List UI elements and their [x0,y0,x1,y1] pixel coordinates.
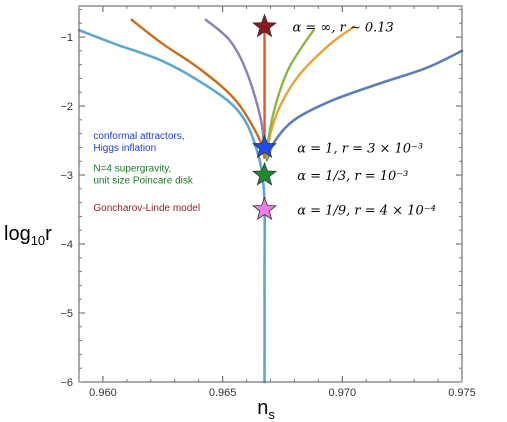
annotation-layer: α = ∞, r ∼ 0.13 α = 1, r = 3 × 10⁻³ α = 1/… [292,21,435,219]
alpha-annotation-4: α = 1/9, r = 4 × 10⁻⁴ [297,204,436,219]
x-tick-label: 0.965 [209,387,237,399]
model-label-2-line-1: N=4 supergravity, [93,164,171,175]
y-tick-label: −2 [60,101,73,113]
alpha-annotation-1: α = ∞, r ∼ 0.13 [292,21,393,36]
alpha-annotation-2: α = 1, r = 3 × 10⁻³ [297,141,423,156]
y-tick-label: −6 [60,377,73,389]
y-tick-label: −4 [60,239,73,251]
series-line-7 [77,28,267,384]
model-label-layer: conformal attractors,Higgs inflation N=4 … [93,131,200,214]
series-line-5 [204,18,266,159]
star-marker-4 [252,196,278,221]
model-label-1-line-2: Higgs inflation [93,143,156,154]
series-line-3 [265,28,315,159]
model-label-1-line-1: conformal attractors, [93,131,184,142]
star-marker-1 [252,13,278,38]
model-label-3-line-1: Goncharov-Linde model [93,203,200,214]
alpha-annotation-3: α = 1/3, r = 10⁻³ [297,169,408,184]
series-line-1 [265,49,464,162]
star-marker-2 [252,134,278,159]
x-axis-label: ns [257,397,275,422]
stars-layer [252,13,278,221]
series-layer [77,16,464,384]
plot-frame [78,5,463,383]
y-tick-label: −1 [60,32,73,44]
x-tick-label: 0.970 [329,387,357,399]
series-line-6 [130,18,266,159]
ticks-layer: 0.960 0.965 0.970 0.975 −6 −5 −4 −3 −2 −1 [60,6,476,399]
x-tick-label: 0.960 [89,387,117,399]
y-axis-label: log10r [4,223,52,248]
model-label-2-line-2: unit size Poincare disk [93,176,193,187]
y-tick-label: −3 [60,170,73,182]
star-marker-3 [252,161,278,186]
y-tick-label: −5 [60,308,73,320]
x-tick-label: 0.975 [448,387,476,399]
